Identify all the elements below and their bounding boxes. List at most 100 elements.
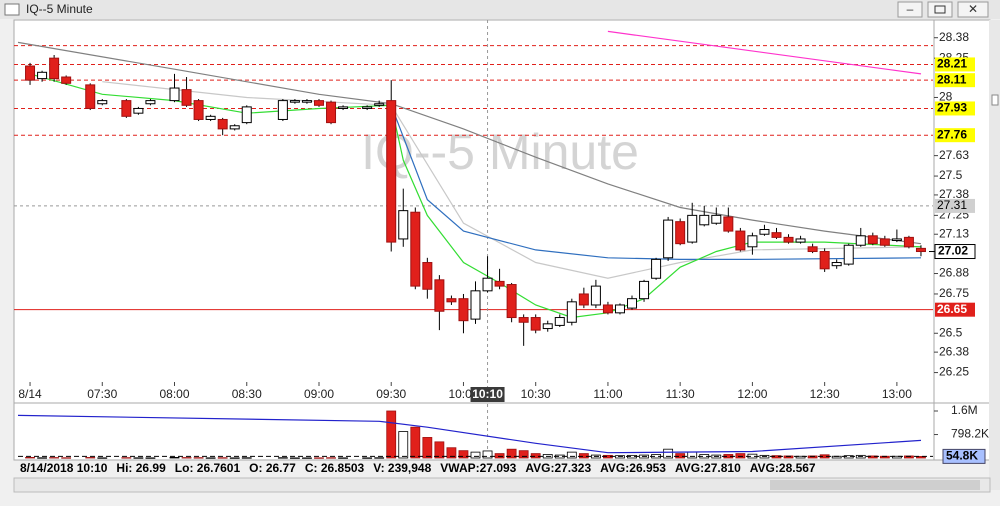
side-marker[interactable]	[991, 94, 999, 106]
candle-body	[542, 323, 553, 330]
y-tick-label: 27.13	[939, 226, 969, 240]
volume-bar	[867, 455, 878, 459]
volume-bar	[302, 457, 312, 459]
status-field: O: 26.77	[249, 461, 296, 475]
volume-tick-label: 1.6M	[951, 403, 978, 417]
x-tick-label: 08:30	[232, 387, 262, 401]
close-button[interactable]	[957, 1, 989, 18]
volume-bar	[675, 453, 686, 459]
candle-body	[277, 100, 288, 120]
x-tick-label: 10:30	[521, 387, 551, 401]
candle-body	[867, 235, 878, 245]
minimize-button[interactable]	[897, 1, 923, 18]
candle-body	[711, 214, 722, 224]
candle-body	[205, 115, 216, 120]
minimize-icon: –	[907, 2, 914, 16]
volume-bar	[121, 457, 132, 459]
volume-bar	[518, 450, 529, 459]
candle-body	[470, 290, 481, 320]
candle-body	[554, 317, 565, 326]
candle-body	[193, 100, 204, 120]
volume-bar	[494, 453, 505, 459]
scroll-thumb[interactable]	[770, 480, 980, 490]
candle-body	[723, 216, 734, 232]
x-tick-label: 8/14	[18, 387, 42, 401]
volume-avg-line	[17, 414, 922, 454]
status-field: V: 239,948	[373, 461, 432, 475]
candle-body	[169, 87, 180, 102]
candle-body	[25, 65, 36, 81]
status-bar: 8/14/2018 10:10 Hi: 26.99 Lo: 26.7601 O: 26…	[20, 461, 816, 475]
volume-bar	[290, 457, 300, 459]
volume-bar	[506, 448, 517, 459]
y-tick-label: 26.88	[939, 266, 969, 280]
status-field: VWAP:27.093	[440, 461, 517, 475]
level-label: 27.76	[937, 127, 967, 141]
indicator-line	[390, 105, 922, 260]
candle-body	[145, 100, 156, 105]
status-field: AVG:26.953	[600, 461, 666, 475]
volume-bar	[314, 457, 324, 459]
candle-body	[614, 304, 625, 314]
candle-body	[229, 125, 240, 130]
candle-body	[590, 285, 601, 306]
volume-bar	[326, 457, 336, 459]
candle-body	[518, 317, 529, 323]
level-label: 26.65	[937, 302, 967, 316]
candle-body	[97, 100, 108, 105]
h-scrollbar[interactable]	[13, 477, 991, 493]
maximize-icon	[934, 5, 946, 14]
candle-body	[386, 100, 397, 243]
volume-bar	[482, 450, 493, 459]
volume-bar	[25, 457, 35, 459]
volume-bar	[530, 453, 541, 459]
x-tick-label: 11:30	[666, 387, 695, 401]
app-icon	[4, 3, 20, 16]
window-title: IQ--5 Minute	[26, 2, 93, 16]
volume-bar	[687, 451, 698, 459]
candle-body	[795, 238, 806, 243]
candle-body	[458, 298, 469, 322]
volume-bar	[410, 426, 421, 459]
x-tick-label: 07:30	[87, 387, 117, 401]
side-strip	[989, 20, 1000, 490]
candle-body	[783, 236, 794, 243]
volume-bar	[193, 457, 204, 459]
candle-body	[217, 118, 228, 130]
volume-bar	[566, 451, 577, 459]
candle-body	[374, 103, 385, 106]
level-badge	[935, 57, 975, 72]
candle-body	[602, 304, 613, 314]
x-tick-label: 09:30	[376, 387, 406, 401]
x-tick-label: 09:00	[304, 387, 334, 401]
status-field: AVG:27.323	[525, 461, 592, 475]
candle-body	[891, 238, 902, 242]
volume-bar	[578, 453, 589, 459]
candle-body	[530, 317, 541, 331]
volume-bar	[145, 457, 156, 459]
volume-bar	[133, 457, 144, 459]
candle-body	[37, 71, 48, 80]
title-bar	[0, 0, 1000, 19]
status-field: 8/14/2018 10:10	[20, 461, 108, 475]
candle-body	[687, 214, 698, 243]
volume-bar	[217, 457, 228, 459]
candle-body	[627, 298, 638, 309]
volume-bar	[277, 457, 288, 459]
volume-bar	[386, 410, 397, 459]
volume-bar	[735, 453, 746, 459]
candle-body	[241, 106, 252, 124]
volume-bar	[470, 451, 481, 459]
volume-bar	[205, 457, 216, 459]
maximize-button[interactable]	[927, 1, 953, 18]
volume-current-label: 54.8K	[946, 449, 978, 463]
volume-bar	[916, 455, 926, 459]
status-field: C: 26.8503	[304, 461, 365, 475]
volume-bar	[891, 455, 902, 459]
volume-current-badge	[942, 448, 986, 464]
candle-body	[410, 211, 421, 287]
candle-body	[879, 238, 890, 246]
level-label: 27.93	[937, 101, 967, 115]
